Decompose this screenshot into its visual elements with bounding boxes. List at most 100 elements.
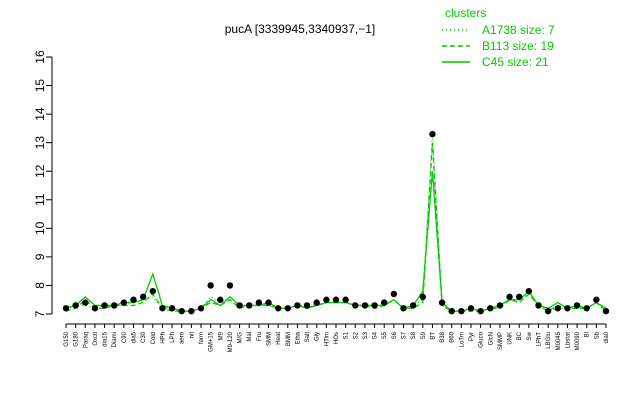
data-point <box>525 287 533 295</box>
y-tick-label: 11 <box>33 193 47 206</box>
data-point <box>226 282 234 289</box>
data-point <box>573 302 581 309</box>
x-tick-label: Sb <box>594 331 600 339</box>
x-tick-label: SMMP <box>498 332 504 350</box>
data-point <box>149 287 156 295</box>
legend-title: clusters <box>445 6 486 20</box>
x-tick-label: S2 <box>353 331 359 339</box>
series-line <box>65 171 607 312</box>
x-tick-label: Gly <box>315 332 321 341</box>
data-point <box>458 307 465 315</box>
data-point <box>361 302 369 309</box>
x-tick-label: S1 <box>344 331 350 339</box>
data-point <box>236 302 243 309</box>
x-tick-label: GlcN <box>488 332 494 345</box>
x-tick-label: Oxctl <box>93 332 99 346</box>
y-tick-label: 14 <box>33 107 47 121</box>
x-tick-label: HTim <box>324 332 330 346</box>
x-tick-label: Pyr <box>469 332 475 341</box>
x-tick-label: M9 <box>218 331 224 340</box>
x-tick-label: S4 <box>373 331 379 339</box>
data-point <box>217 296 224 303</box>
data-point <box>82 299 89 306</box>
data-point <box>342 296 349 303</box>
x-tick-label: aero <box>180 331 186 344</box>
data-point <box>139 293 147 301</box>
data-point <box>381 299 388 306</box>
data-point <box>467 305 475 312</box>
data-point <box>371 302 378 309</box>
data-point <box>188 307 195 315</box>
x-tick-label: SMM <box>267 332 273 346</box>
y-tick-label: 15 <box>33 79 47 93</box>
data-point <box>409 302 417 309</box>
x-tick-label: Salt <box>305 332 311 343</box>
data-point <box>448 307 455 315</box>
data-point <box>496 302 504 309</box>
x-tick-label: dia15 <box>103 331 109 346</box>
data-point <box>62 305 70 312</box>
data-point <box>255 299 263 306</box>
data-point <box>72 302 79 309</box>
x-tick-label: Diami <box>112 332 118 347</box>
data-point <box>265 299 272 306</box>
data-point <box>593 296 600 303</box>
data-point <box>516 293 523 301</box>
x-tick-label: Paraq <box>83 332 89 348</box>
data-point <box>197 305 205 312</box>
x-tick-label: M/G <box>238 332 244 344</box>
x-tick-label: S3 <box>363 331 369 339</box>
y-tick-label: 7 <box>33 310 47 317</box>
y-tick-label: 16 <box>33 50 47 64</box>
x-tick-label: LBGlu <box>546 332 552 349</box>
data-point <box>178 307 185 315</box>
data-point <box>564 305 571 312</box>
data-point <box>303 302 311 309</box>
x-tick-label: C90 <box>122 331 128 343</box>
data-point <box>352 302 359 309</box>
x-tick-label: C30 <box>141 331 147 343</box>
x-tick-label: BC <box>517 331 523 340</box>
y-tick-label: 13 <box>33 136 47 150</box>
x-tick-label: Gluco <box>479 331 485 347</box>
data-point <box>207 282 214 289</box>
data-point <box>438 299 446 306</box>
data-point <box>159 305 166 312</box>
x-tick-label: HPh <box>160 332 166 344</box>
x-tick-label: S7 <box>402 331 408 339</box>
data-point <box>284 305 291 312</box>
x-tick-label: Sw <box>527 331 533 340</box>
data-point <box>477 307 484 315</box>
x-tick-label: Bl <box>585 332 591 337</box>
data-point <box>168 305 176 312</box>
data-point <box>101 302 108 309</box>
data-point <box>506 293 513 301</box>
data-point <box>120 299 128 306</box>
chart-title: pucA [3339945,3340937,−1] <box>225 22 375 36</box>
y-tick-label: 9 <box>33 253 47 260</box>
x-tick-label: B60 <box>450 331 456 342</box>
x-tick-label: S6 <box>392 331 398 339</box>
x-tick-label: UNK <box>508 332 514 345</box>
data-point <box>602 307 610 315</box>
x-tick-label: M0090 <box>575 331 581 350</box>
data-point <box>323 296 330 303</box>
series-line <box>65 142 607 312</box>
x-tick-label: S8 <box>411 331 417 339</box>
x-tick-label: B38 <box>440 331 446 342</box>
data-point <box>91 305 99 312</box>
data-point <box>554 305 561 312</box>
data-point <box>130 296 137 303</box>
x-tick-label: S5 <box>382 331 388 339</box>
data-point <box>400 305 407 312</box>
data-point <box>544 307 552 315</box>
x-tick-label: dia5 <box>132 331 138 343</box>
data-point <box>246 302 253 309</box>
data-point <box>487 305 494 312</box>
x-tick-label: M0045 <box>556 331 562 350</box>
legend-label: A1738 size: 7 <box>482 23 555 37</box>
x-tick-label: Lbstat <box>565 332 571 349</box>
data-point <box>332 296 340 303</box>
x-tick-label: BT <box>430 332 436 340</box>
x-tick-label: HOs <box>334 332 340 344</box>
